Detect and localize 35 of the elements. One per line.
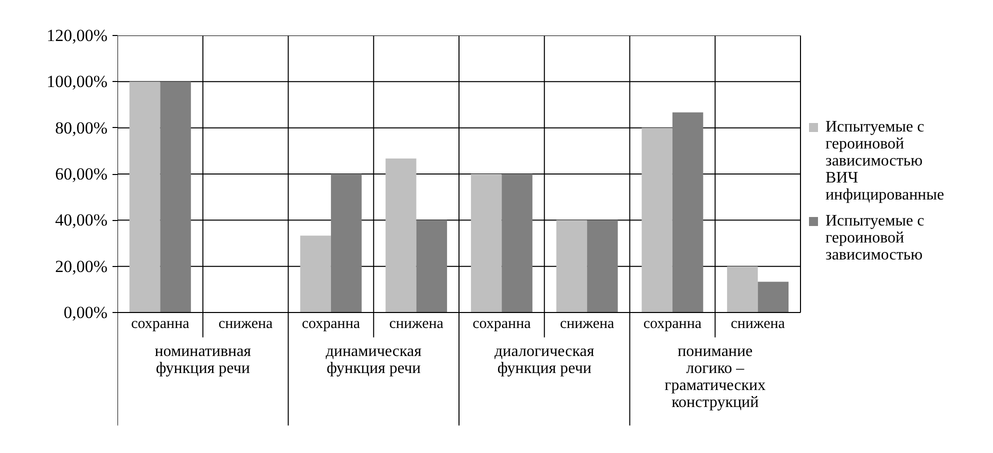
y-tick-label: 100,00% xyxy=(46,72,108,92)
bar xyxy=(129,82,160,312)
legend-label: Испытуемые с героиновой зависимостью ВИЧ инфицированные xyxy=(825,118,944,204)
legend-label: Испытуемые с героиновой зависимостью xyxy=(825,212,924,264)
x-tick-label: сохранна xyxy=(472,316,532,332)
y-tick-label: 60,00% xyxy=(55,164,108,184)
x-tick-label: снижена xyxy=(218,316,274,332)
x-tick-label: снижена xyxy=(389,316,444,332)
bar xyxy=(416,220,448,312)
x-tick-label: сохранна xyxy=(131,316,190,332)
y-tick-label: 0,00% xyxy=(64,303,108,322)
x-tick-label: сохранна xyxy=(643,316,702,332)
text: диалогическая функция речи xyxy=(494,343,595,378)
bar xyxy=(300,236,331,312)
bar xyxy=(470,174,502,312)
y-tick-label: 80,00% xyxy=(55,118,108,138)
x-tick-label: снижена xyxy=(560,316,615,332)
bar xyxy=(330,174,362,312)
bar xyxy=(727,266,758,312)
y-tick-label: 40,00% xyxy=(55,210,108,230)
y-tick-label: 20,00% xyxy=(55,256,108,276)
bar xyxy=(386,158,416,312)
bar xyxy=(587,220,618,312)
bar xyxy=(160,82,191,312)
text: понимание логико – граматических конструкций xyxy=(664,343,766,412)
bar xyxy=(642,128,672,312)
bar xyxy=(758,282,789,312)
y-tick-label: 120,00% xyxy=(46,26,108,45)
text: номинативная функция речи xyxy=(154,343,252,378)
x-tick-label: сохранна xyxy=(302,316,360,332)
text: динамическая функция речи xyxy=(326,343,422,378)
x-tick-label: снижена xyxy=(730,316,786,332)
bar xyxy=(502,174,532,312)
bar xyxy=(556,220,588,312)
bar xyxy=(672,112,704,312)
